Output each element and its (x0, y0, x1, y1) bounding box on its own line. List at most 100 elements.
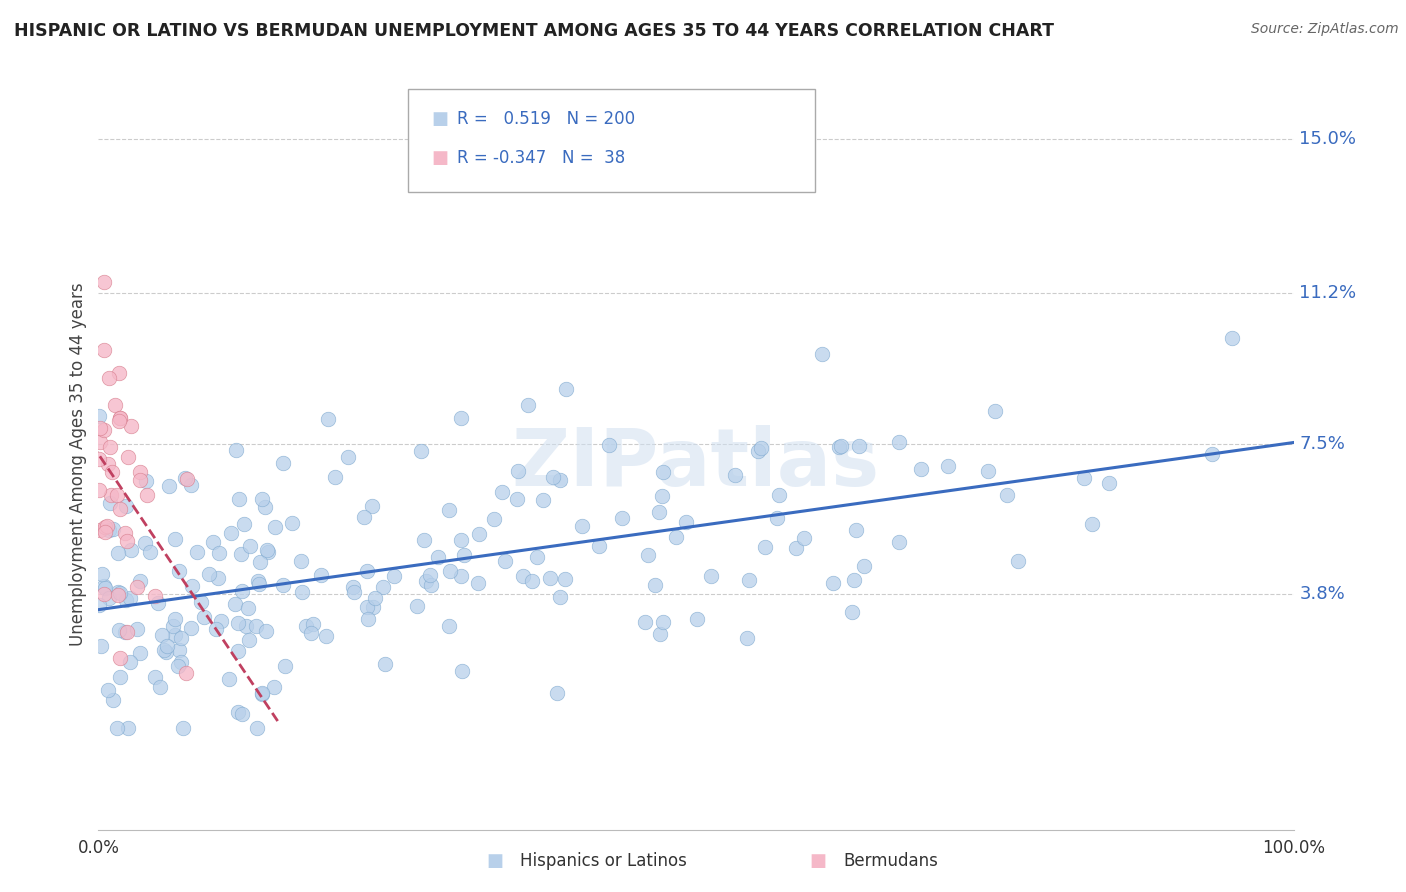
Point (505, 491, 527, 506)
Point (254, 624, 277, 638)
Point (546, 686, 568, 700)
Point (90, 566, 112, 581)
Point (108, 586, 131, 600)
Point (541, 469, 564, 483)
Point (1073, 471, 1095, 485)
Point (143, 589, 166, 603)
Point (491, 484, 513, 499)
Point (114, 625, 136, 640)
Point (263, 681, 285, 695)
Point (364, 591, 387, 605)
Point (749, 441, 772, 455)
Point (342, 580, 364, 594)
Point (995, 488, 1018, 502)
Point (252, 687, 274, 701)
Point (409, 444, 432, 458)
Point (107, 414, 129, 428)
Point (450, 533, 472, 547)
Point (97, 370, 120, 384)
Point (97, 683, 120, 698)
Point (89, 639, 111, 653)
Point (1081, 517, 1104, 532)
Point (176, 472, 198, 486)
Point (516, 398, 538, 412)
Point (651, 465, 673, 479)
Point (108, 669, 131, 683)
Point (118, 591, 141, 605)
Point (651, 615, 673, 629)
Point (747, 443, 769, 458)
Point (167, 658, 190, 673)
Point (271, 456, 294, 470)
Point (87, 483, 110, 497)
Point (723, 468, 745, 483)
Point (844, 573, 866, 587)
Point (453, 548, 475, 562)
Point (290, 554, 312, 568)
Point (115, 592, 138, 607)
Point (405, 599, 427, 613)
Point (494, 554, 516, 568)
Point (226, 644, 249, 658)
Point (93, 343, 115, 358)
Point (450, 569, 472, 583)
Point (845, 523, 868, 537)
Point (291, 584, 314, 599)
Point (231, 583, 253, 598)
Point (98, 523, 121, 537)
Point (250, 491, 273, 506)
Point (841, 605, 863, 619)
Point (415, 574, 437, 588)
Point (148, 596, 170, 610)
Point (450, 411, 472, 425)
Text: Source: ZipAtlas.com: Source: ZipAtlas.com (1251, 22, 1399, 37)
Point (97, 591, 120, 605)
Point (115, 624, 138, 639)
Point (205, 622, 228, 636)
Point (554, 382, 576, 396)
Y-axis label: Unemployment Among Ages 35 to 44 years: Unemployment Among Ages 35 to 44 years (69, 282, 87, 646)
Point (129, 465, 152, 479)
Point (273, 658, 295, 673)
Text: ■: ■ (432, 110, 449, 128)
Point (828, 441, 851, 455)
Point (526, 549, 548, 564)
Point (360, 500, 382, 514)
Point (180, 621, 202, 635)
Point (766, 510, 789, 524)
Point (910, 462, 932, 476)
Text: 7.5%: 7.5% (1299, 434, 1346, 452)
Text: ■: ■ (486, 852, 503, 870)
Point (129, 574, 152, 588)
Point (114, 526, 136, 541)
Point (735, 632, 758, 646)
Point (356, 564, 378, 578)
Point (281, 516, 304, 530)
Point (852, 559, 875, 574)
Point (150, 628, 173, 642)
Point (115, 499, 138, 513)
Point (1007, 554, 1029, 568)
Point (125, 622, 148, 636)
Point (238, 633, 260, 648)
Point (257, 545, 280, 559)
Point (887, 434, 910, 449)
Point (419, 578, 441, 592)
Point (634, 615, 657, 629)
Point (143, 670, 166, 684)
Point (89, 434, 111, 449)
Point (149, 680, 172, 694)
Point (977, 464, 1000, 478)
Point (323, 470, 346, 484)
Point (412, 533, 434, 548)
Point (520, 574, 543, 588)
Point (247, 577, 270, 591)
Point (209, 614, 232, 628)
Point (938, 458, 960, 473)
Point (89, 451, 111, 466)
Point (848, 439, 870, 453)
Point (108, 367, 131, 381)
Text: R = -0.347   N =  38: R = -0.347 N = 38 (457, 149, 626, 167)
Point (439, 564, 461, 578)
Point (887, 535, 910, 549)
